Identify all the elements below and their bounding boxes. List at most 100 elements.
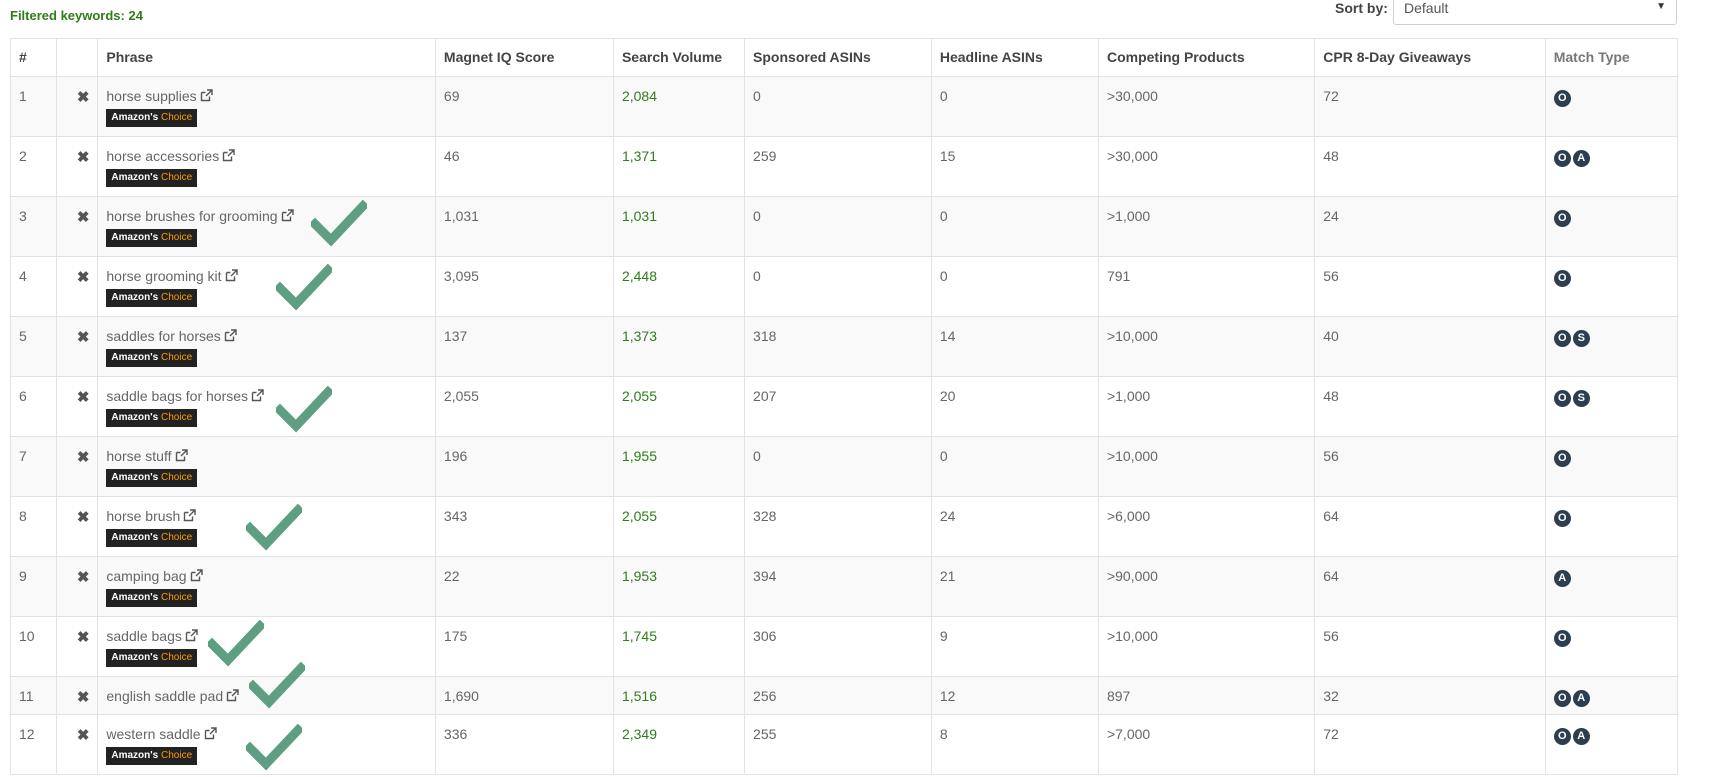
phrase-link[interactable]: saddles for horses [106,328,221,344]
cpr-giveaways: 48 [1314,376,1546,437]
x-icon[interactable]: ✖ [76,689,90,706]
sponsored-asins: 306 [744,616,932,677]
match-type-badge: O [1553,450,1571,467]
competing-products: >30,000 [1097,136,1316,197]
column-header-sponsored-asins[interactable]: Sponsored ASINs [744,38,932,77]
external-link-icon[interactable] [175,449,188,465]
column-header-cpr-giveaways[interactable]: CPR 8-Day Giveaways [1314,38,1546,77]
x-icon[interactable]: ✖ [76,329,90,346]
x-icon[interactable]: ✖ [76,89,90,106]
headline-asins: 9 [930,616,1099,677]
external-link-icon[interactable] [224,329,237,345]
phrase-cell: western saddle Amazon's Choice [97,714,436,775]
external-link-icon[interactable] [281,209,294,225]
search-volume: 2,448 [612,256,746,317]
amazons-choice-badge: Amazon's Choice [106,409,198,427]
cpr-giveaways: 72 [1314,714,1546,775]
search-volume: 1,955 [612,436,746,497]
phrase-cell: horse brush Amazon's Choice [97,496,436,557]
cpr-giveaways: 72 [1314,76,1546,137]
remove-cell: ✖ [55,556,99,617]
x-icon[interactable]: ✖ [76,389,90,406]
search-volume: 2,055 [612,376,746,437]
sponsored-asins: 0 [744,256,932,317]
sort-by-select[interactable]: Default ▼ [1393,0,1677,25]
external-link-icon[interactable] [183,509,197,525]
match-type-badge: O [1553,330,1571,347]
amazons-choice-badge: Amazon's Choice [106,349,198,367]
cpr-giveaways: 40 [1314,316,1546,377]
competing-products: 791 [1097,256,1316,317]
match-type-cell: A [1544,556,1679,617]
badge-prefix: Amazon's [111,112,159,123]
search-volume: 1,373 [612,316,746,377]
column-header-headline-asins[interactable]: Headline ASINs [930,38,1099,77]
external-link-icon[interactable] [200,89,213,105]
amazons-choice-badge: Amazon's Choice [106,747,198,765]
phrase-link[interactable]: horse brushes for grooming [106,208,278,224]
search-volume: 1,953 [612,556,746,617]
badge-prefix: Amazon's [111,472,159,483]
match-type-cell: O [1544,256,1679,317]
badge-prefix: Amazon's [111,592,159,603]
phrase-link[interactable]: horse brush [106,508,181,524]
external-link-icon[interactable] [185,629,198,645]
table-row: 2 ✖ horse accessories Amazon's Choice 46 1,37… [10,136,1679,197]
x-icon[interactable]: ✖ [76,569,90,586]
external-link-icon[interactable] [190,569,203,585]
phrase-link[interactable]: western saddle [106,726,201,742]
phrase-link[interactable]: horse supplies [106,88,197,104]
phrase-link[interactable]: saddle bags [106,628,182,644]
external-link-icon[interactable] [226,689,239,705]
match-type-badge: O [1553,270,1571,287]
table-row: 11 ✖ english saddle pad 1,690 1,516 256 12 897 3… [10,661,1679,715]
column-header-magnet-iq-score[interactable]: Magnet IQ Score [434,38,614,77]
magnet-iq-score: 69 [434,76,614,137]
match-type-badge: O [1553,728,1571,745]
external-link-icon[interactable] [225,269,238,285]
cpr-giveaways: 64 [1314,496,1546,557]
headline-asins: 0 [930,436,1099,497]
headline-asins: 20 [930,376,1099,437]
headline-asins: 14 [930,316,1099,377]
column-header-number[interactable]: # [10,38,57,77]
row-number: 10 [10,616,57,677]
sponsored-asins: 207 [744,376,932,437]
x-icon[interactable]: ✖ [76,269,90,286]
cpr-giveaways: 56 [1314,616,1546,677]
row-number: 11 [10,676,57,715]
column-header-search-volume[interactable]: Search Volume [612,38,746,77]
amazons-choice-badge: Amazon's Choice [106,169,198,187]
phrase-link[interactable]: horse accessories [106,148,220,164]
x-icon[interactable]: ✖ [76,509,90,526]
table-row: 9 ✖ camping bag Amazon's Choice 22 1,953 394 21… [10,556,1679,617]
column-header-match-type: Match Type [1544,38,1679,77]
competing-products: >7,000 [1097,714,1316,775]
x-icon[interactable]: ✖ [76,149,90,166]
match-type-badge: O [1553,390,1571,407]
x-icon[interactable]: ✖ [76,629,90,646]
phrase-link[interactable]: english saddle pad [106,688,224,704]
remove-cell: ✖ [55,436,99,497]
external-link-icon[interactable] [251,389,264,405]
remove-cell: ✖ [55,316,99,377]
x-icon[interactable]: ✖ [76,727,90,744]
column-header-competing-products[interactable]: Competing Products [1097,38,1316,77]
x-icon[interactable]: ✖ [76,449,90,466]
column-header-phrase[interactable]: Phrase [97,38,436,77]
external-link-icon[interactable] [222,149,235,165]
x-icon[interactable]: ✖ [76,209,90,226]
phrase-link[interactable]: camping bag [106,568,187,584]
amazons-choice-badge: Amazon's Choice [106,649,198,667]
phrase-link[interactable]: horse grooming kit [106,268,222,284]
amazons-choice-badge: Amazon's Choice [106,469,198,487]
cpr-giveaways: 64 [1314,556,1546,617]
badge-choice: Choice [161,292,193,303]
competing-products: >6,000 [1097,496,1316,557]
table-header-row: # Phrase Magnet IQ Score Search Volume S… [10,38,1679,77]
phrase-link[interactable]: horse stuff [106,448,172,464]
external-link-icon[interactable] [204,727,217,743]
phrase-link[interactable]: saddle bags for horses [106,388,249,404]
